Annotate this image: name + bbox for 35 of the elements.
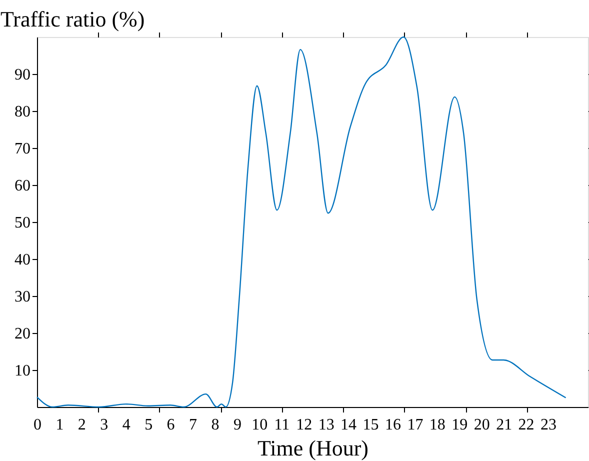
x-tick-label: 16 <box>384 416 401 434</box>
x-tick-label: 12 <box>296 416 312 434</box>
x-tick-label: 8 <box>211 416 220 434</box>
x-tick-label: 10 <box>252 416 268 434</box>
x-tick-label: 19 <box>452 416 468 434</box>
y-tick-label: 10 <box>14 362 30 380</box>
y-tick-label: 60 <box>14 178 30 194</box>
x-tick-label: 21 <box>496 416 512 434</box>
x-tick-label: 5 <box>144 416 153 434</box>
y-tick-label: 90 <box>14 66 30 84</box>
x-tick-label: 7 <box>189 416 198 434</box>
x-tick-label: 15 <box>362 416 379 434</box>
y-axis-title: Traffic ratio (%) <box>0 6 145 32</box>
x-tick-label: 13 <box>318 416 334 434</box>
y-tick-label: 80 <box>14 104 30 120</box>
x-tick-label: 11 <box>274 416 290 434</box>
x-tick-label: 20 <box>474 416 490 434</box>
x-tick-label: 23 <box>540 416 557 434</box>
x-tick-label: 17 <box>407 416 424 434</box>
x-tick-label: 4 <box>122 416 130 434</box>
x-tick-label: 3 <box>100 416 108 434</box>
y-tick-label: 40 <box>14 252 30 268</box>
y-tick-label: 20 <box>14 326 30 342</box>
y-tick-label: 30 <box>14 288 30 306</box>
x-tick-label: 1 <box>56 416 64 434</box>
x-tick-label: 18 <box>429 416 446 434</box>
x-tick-label: 9 <box>233 416 242 434</box>
y-tick-label: 50 <box>14 214 30 232</box>
y-tick-label: 70 <box>14 140 30 158</box>
x-tick-label: 6 <box>166 416 175 434</box>
x-tick-label: 0 <box>34 416 42 434</box>
x-tick-label: 22 <box>518 416 534 434</box>
x-tick-label: 14 <box>340 416 357 434</box>
x-tick-label: 2 <box>78 416 86 434</box>
x-axis-title: Time (Hour) <box>257 436 369 460</box>
